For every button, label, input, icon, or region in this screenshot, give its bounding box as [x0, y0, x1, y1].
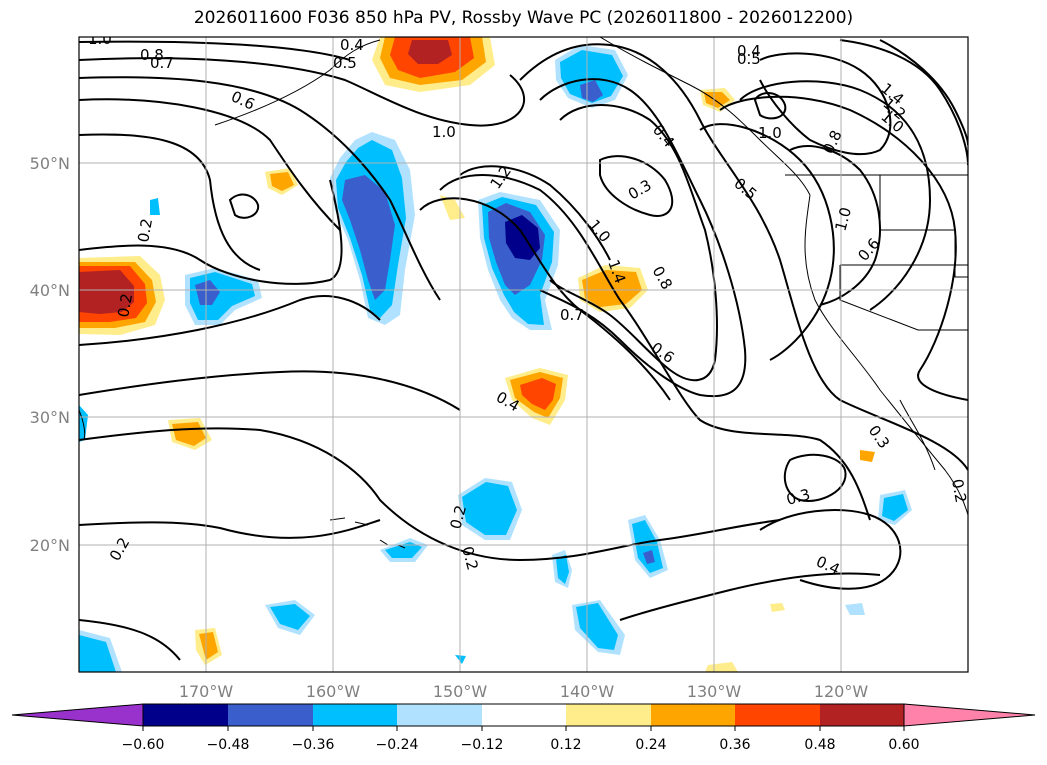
lon-tick-label: 140°W	[560, 682, 615, 701]
colorbar-extend-high	[903, 703, 1036, 727]
lon-axis: 170°W 160°W 150°W 140°W 130°W 120°W	[179, 682, 869, 701]
colorbar-tick-label: −0.12	[461, 737, 504, 753]
colorbar-bin	[143, 704, 228, 726]
contour-label: 0.2	[134, 217, 156, 244]
map-title: 2026011600 F036 850 hPa PV, Rossby Wave …	[193, 8, 854, 28]
gridlines	[79, 37, 968, 672]
lon-tick-label: 160°W	[306, 682, 361, 701]
colorbar-tick-label: 0.60	[888, 737, 919, 753]
contour-label: 0.2	[948, 478, 970, 505]
lat-tick-label: 40°N	[30, 281, 70, 300]
colorbar-tick-label: 0.12	[550, 737, 581, 753]
colorbar-bin	[313, 704, 397, 726]
colorbar-tick-label: −0.24	[376, 737, 419, 753]
lon-tick-label: 170°W	[179, 682, 234, 701]
colorbar-tick-label: −0.60	[122, 737, 165, 753]
colorbar-bin	[566, 704, 651, 726]
contour-label: 0.8	[140, 46, 164, 64]
lat-axis: 50°N 40°N 30°N 20°N	[30, 154, 70, 555]
colorbar-tick-label: −0.48	[207, 737, 250, 753]
colorbar-extend-low	[11, 703, 144, 727]
contour-label: 1.0	[88, 30, 112, 48]
lon-tick-label: 120°W	[814, 682, 869, 701]
colorbar-ticks	[142, 726, 905, 731]
contour-label: 0.4	[340, 36, 364, 54]
contour-label: 0.4	[737, 42, 761, 60]
contour-label: 0.2	[114, 292, 136, 319]
contour-label: 0.3	[784, 485, 812, 509]
contour-label: 1.0	[758, 124, 782, 142]
colorbar-bin	[482, 704, 566, 726]
colorbar-bin	[397, 704, 482, 726]
colorbar-bin	[820, 704, 904, 726]
contour-label: 0.7	[150, 54, 174, 72]
colorbar-bin	[735, 704, 820, 726]
lat-tick-label: 20°N	[30, 536, 70, 555]
lat-tick-label: 30°N	[30, 408, 70, 427]
contour-label: 0.2	[458, 544, 482, 572]
coastlines	[79, 37, 968, 549]
lon-tick-label: 150°W	[433, 682, 488, 701]
contour-label: 0.5	[737, 50, 761, 68]
colorbar: −0.60 −0.48 −0.36 −0.24 −0.12 0.12 0.24 …	[11, 703, 1036, 753]
contour-label: 1.0	[432, 123, 456, 141]
colorbar-tick-label: 0.48	[804, 737, 835, 753]
contour-label: 0.7	[560, 306, 584, 324]
lon-tick-label: 130°W	[687, 682, 742, 701]
colorbar-tick-label: 0.36	[719, 737, 750, 753]
contour-label: 1.0	[831, 205, 855, 233]
colorbar-bin	[651, 704, 735, 726]
colorbar-tick-label: 0.24	[635, 737, 666, 753]
map-panel	[79, 37, 968, 672]
colorbar-tick-label: −0.36	[292, 737, 335, 753]
colorbar-bin	[228, 704, 313, 726]
contour-label: 0.5	[333, 54, 357, 72]
lat-tick-label: 50°N	[30, 154, 70, 173]
map-frame	[78, 36, 969, 673]
contour-label: 0.2	[446, 503, 470, 531]
